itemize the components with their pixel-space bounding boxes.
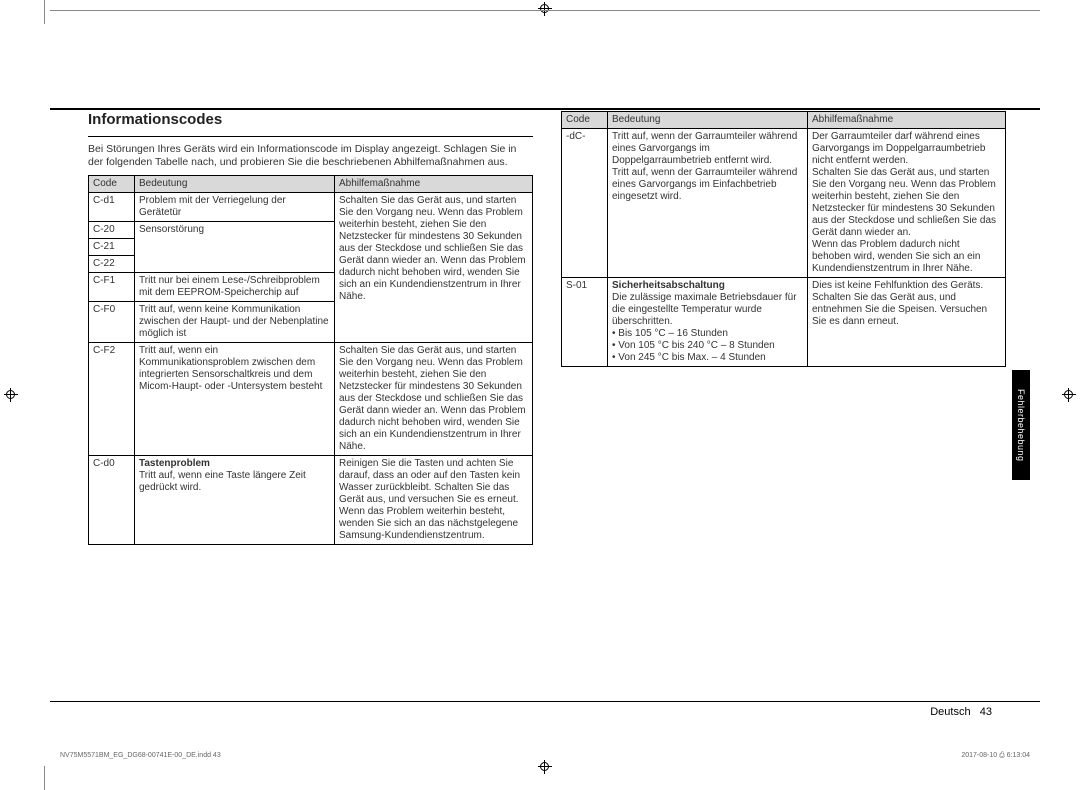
action-cell: Schalten Sie das Gerät aus, und starten … xyxy=(335,193,533,343)
action-cell: Dies ist keine Fehlfunktion des Geräts. … xyxy=(808,278,1006,367)
code-cell: C-d1 xyxy=(89,193,135,222)
code-cell: C-21 xyxy=(89,239,135,256)
print-right: 2017-08-10 ⎙ 6:13:04 xyxy=(961,752,1030,760)
code-cell: -dC- xyxy=(562,129,608,278)
th-action: Abhilfemaßnahme xyxy=(808,112,1006,129)
th-meaning: Bedeutung xyxy=(135,176,335,193)
bullet: Bis 105 °C – 16 Stunden xyxy=(618,328,728,339)
footer-page: 43 xyxy=(980,706,992,718)
th-action: Abhilfemaßnahme xyxy=(335,176,533,193)
codes-table-2: Code Bedeutung Abhilfemaßnahme -dC- Trit… xyxy=(561,111,1006,367)
side-tab: Fehlerbehebung xyxy=(1012,370,1030,480)
action-cell: Der Garraumteiler darf während eines Gar… xyxy=(808,129,1006,278)
manual-page: Informationscodes Bei Störungen Ihres Ge… xyxy=(50,10,1040,770)
bullet: Von 245 °C bis Max. – 4 Stunden xyxy=(618,352,765,363)
code-cell: C-F1 xyxy=(89,273,135,302)
print-footer: NV75M5571BM_EG_DG68-00741E-00_DE.indd 43… xyxy=(60,752,1030,760)
meaning-title: Sicherheitsabschaltung xyxy=(612,280,725,291)
print-left: NV75M5571BM_EG_DG68-00741E-00_DE.indd 43 xyxy=(60,752,221,760)
footer-lang: Deutsch xyxy=(930,706,970,718)
meaning-cell: Tastenproblem Tritt auf, wenn eine Taste… xyxy=(135,456,335,545)
code-cell: C-22 xyxy=(89,256,135,273)
th-code: Code xyxy=(89,176,135,193)
left-column: Informationscodes Bei Störungen Ihres Ge… xyxy=(88,111,533,545)
action-cell: Reinigen Sie die Tasten und achten Sie d… xyxy=(335,456,533,545)
code-cell: C-F2 xyxy=(89,343,135,456)
meaning-cell: Sensorstörung xyxy=(135,222,335,273)
page-footer: Deutsch 43 xyxy=(50,701,1040,718)
th-meaning: Bedeutung xyxy=(608,112,808,129)
meaning-cell: Sicherheitsabschaltung Die zulässige max… xyxy=(608,278,808,367)
codes-table-1: Code Bedeutung Abhilfemaßnahme C-d1 Prob… xyxy=(88,175,533,545)
meaning-body: Tritt auf, wenn eine Taste längere Zeit … xyxy=(139,470,306,493)
code-cell: S-01 xyxy=(562,278,608,367)
meaning-cell: Tritt auf, wenn ein Kommunikationsproble… xyxy=(135,343,335,456)
meaning-cell: Tritt auf, wenn keine Kommunikation zwis… xyxy=(135,302,335,343)
th-code: Code xyxy=(562,112,608,129)
meaning-cell: Tritt auf, wenn der Garraumteiler währen… xyxy=(608,129,808,278)
bullet: Von 105 °C bis 240 °C – 8 Stunden xyxy=(618,340,774,351)
section-title: Informationscodes xyxy=(88,111,533,130)
action-cell: Schalten Sie das Gerät aus, und starten … xyxy=(335,343,533,456)
right-column: Code Bedeutung Abhilfemaßnahme -dC- Trit… xyxy=(561,111,1006,545)
code-cell: C-d0 xyxy=(89,456,135,545)
meaning-body: Die zulässige maximale Betriebsdauer für… xyxy=(612,292,797,327)
code-cell: C-F0 xyxy=(89,302,135,343)
section-intro: Bei Störungen Ihres Geräts wird ein Info… xyxy=(88,143,533,169)
meaning-cell: Problem mit der Verriegelung der Gerätet… xyxy=(135,193,335,222)
meaning-cell: Tritt nur bei einem Lese-/Schreibproblem… xyxy=(135,273,335,302)
meaning-title: Tastenproblem xyxy=(139,458,210,469)
code-cell: C-20 xyxy=(89,222,135,239)
